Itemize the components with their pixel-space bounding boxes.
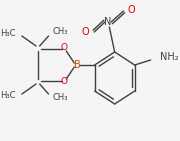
Text: B: B: [74, 60, 80, 70]
Text: O: O: [61, 78, 68, 86]
Text: O: O: [82, 27, 89, 37]
Text: H₃C: H₃C: [0, 29, 16, 38]
Text: O: O: [61, 44, 68, 52]
Text: O: O: [128, 5, 135, 15]
Text: NH₂: NH₂: [159, 52, 178, 62]
Text: N: N: [104, 17, 111, 27]
Text: CH₃: CH₃: [52, 27, 68, 37]
Text: CH₃: CH₃: [52, 93, 68, 103]
Text: H₃C: H₃C: [0, 92, 16, 101]
